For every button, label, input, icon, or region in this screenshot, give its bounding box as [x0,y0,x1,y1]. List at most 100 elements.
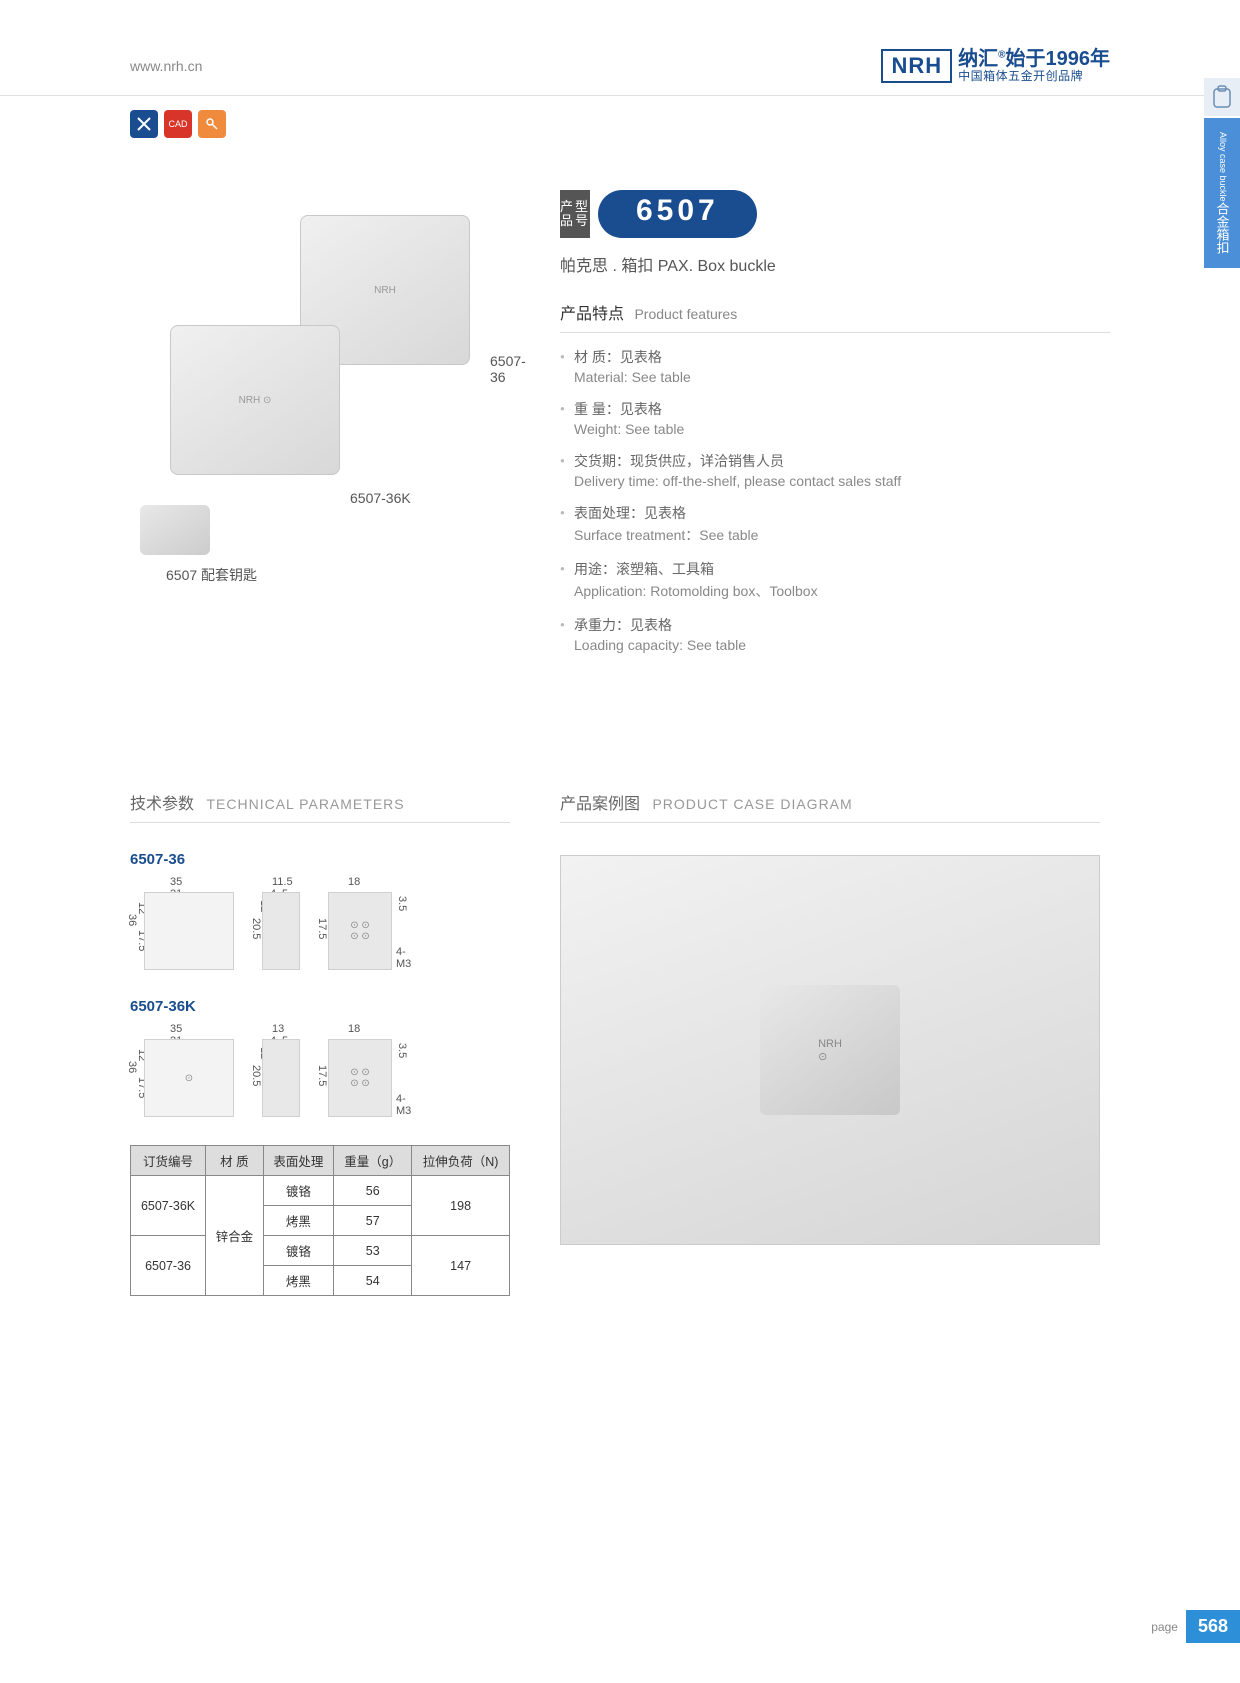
product-image-6507-36k: NRH ⊙ [170,325,340,475]
drawing-2a-wrap: 35 21 36 12 17.5 ⊙ [130,1025,234,1117]
dim-label: 20.5 [250,1065,262,1086]
features-title-cn: 产品特点 [560,306,624,323]
dim-label: 36 [126,1061,138,1073]
feature-cn: 承重力：见表格 [574,615,1110,635]
model-number: 6507 [598,190,757,238]
features-title-en: Product features [634,306,737,322]
drawing-front-k: ⊙ [144,1039,234,1117]
dim-label: 3.5 [396,896,408,911]
dim-label: 3.5 [396,1043,408,1058]
dim-label: 35 [170,1023,182,1035]
spec-table: 订货编号 材 质 表面处理 重量（g） 拉伸负荷（N) 6507-36K 锌合金… [130,1145,510,1296]
brand-since: 始于1996年 [1006,48,1111,70]
feature-cn: 重 量：见表格 [574,399,1110,419]
product-header: 产品 型号 6507 帕克思 . 箱扣 PAX. Box buckle [560,190,776,276]
table-cell: 烤黑 [263,1266,334,1296]
feature-en: Loading capacity: See table [574,637,1110,653]
page-footer: page 568 [1151,1610,1240,1643]
feature-item: 材 质：见表格 Material: See table [560,347,1110,385]
variant-label-2: 6507-36K [130,998,510,1015]
page-number: 568 [1186,1610,1240,1643]
brand-cn-line: 纳汇®始于1996年 [958,48,1110,70]
model-subtitle: 帕克思 . 箱扣 PAX. Box buckle [560,252,776,276]
feature-cn: 交货期：现货供应，详洽销售人员 [574,451,1110,471]
case-buckle-graphic: NRH⊙ [760,985,900,1115]
drawing-1b-wrap: 11.5 4 5 20.5 12 [252,878,300,970]
tech-title-cn: 技术参数 [130,796,194,813]
feature-cn: 用途：滚塑箱、工具箱 [574,559,1110,579]
dim-label: 4-M3 [396,946,411,970]
product-image-area: NRH NRH ⊙ 6507-36 6507-36K 6507 配套钥匙 [130,205,510,565]
case-title: 产品案例图 PRODUCT CASE DIAGRAM [560,790,1100,823]
dim-label: 18 [348,1023,360,1035]
drawing-row-1: 35 21 36 12 17.5 11.5 4 5 20.5 12 18 17.… [130,878,510,970]
tech-title-en: TECHNICAL PARAMETERS [206,796,404,812]
side-tab-en: Alloy case buckle [1218,132,1228,202]
table-cell: 147 [412,1236,510,1296]
side-category-icon [1204,78,1240,116]
tool-icons-row: CAD [130,110,226,138]
case-title-cn: 产品案例图 [560,796,640,813]
table-header: 重量（g） [334,1146,412,1176]
drawing-1c-wrap: 18 17.5 3.5 4-M3 ⊙ ⊙⊙ ⊙ [318,878,392,970]
feature-item: 表面处理：见表格Surface treatment：See table [560,503,1110,545]
drawing-row-2: 35 21 36 12 17.5 ⊙ 13 4 5 20.5 12 18 17.… [130,1025,510,1117]
technical-section: 技术参数 TECHNICAL PARAMETERS 6507-36 35 21 … [130,790,510,1296]
drawing-side [262,892,300,970]
drawing-side-k [262,1039,300,1117]
dim-label: 18 [348,876,360,888]
side-tab-cn: 合金箱扣 [1213,202,1232,254]
table-header: 拉伸负荷（N) [412,1146,510,1176]
case-section: 产品案例图 PRODUCT CASE DIAGRAM NRH⊙ [560,790,1100,1245]
model-row: 产品 型号 6507 [560,190,776,238]
drawing-2b-wrap: 13 4 5 20.5 12 [252,1025,300,1117]
table-cell: 镀铬 [263,1236,334,1266]
table-header: 材 质 [206,1146,263,1176]
dim-label: 20.5 [250,918,262,939]
dim-label: 36 [126,914,138,926]
case-title-en: PRODUCT CASE DIAGRAM [652,796,852,812]
variant-label-1: 6507-36 [130,851,510,868]
tool-icon-cross [130,110,158,138]
feature-en: Application: Rotomolding box、Toolbox [574,581,1110,601]
page-header: www.nrh.cn NRH 纳汇®始于1996年 中国箱体五金开创品牌 [0,48,1240,96]
features-section: 产品特点 Product features 材 质：见表格 Material: S… [560,300,1110,667]
feature-cn: 表面处理：见表格 [574,503,1110,523]
site-url: www.nrh.cn [130,58,202,74]
tool-icon-cad: CAD [164,110,192,138]
image-label-1: 6507-36 [490,353,526,385]
drawing-back-k: ⊙ ⊙⊙ ⊙ [328,1039,392,1117]
drawing-back: ⊙ ⊙⊙ ⊙ [328,892,392,970]
dim-label: 17.5 [316,918,328,939]
table-cell: 57 [334,1206,412,1236]
page-label: page [1151,1620,1178,1634]
model-label-badge: 产品 型号 [560,190,590,238]
feature-en: Material: See table [574,369,1110,385]
dim-label: 11.5 [272,876,293,888]
feature-item: 承重力：见表格 Loading capacity: See table [560,615,1110,653]
brand-name-cn: 纳汇 [958,48,998,70]
dim-label: 35 [170,876,182,888]
image-label-2: 6507-36K [350,490,411,506]
table-row: 6507-36 镀铬 53 147 [131,1236,510,1266]
table-header: 表面处理 [263,1146,334,1176]
table-cell: 镀铬 [263,1176,334,1206]
feature-cn: 材 质：见表格 [574,347,1110,367]
tech-title: 技术参数 TECHNICAL PARAMETERS [130,790,510,823]
table-header: 订货编号 [131,1146,206,1176]
brand-logo: NRH [881,49,952,83]
feature-item: 重 量：见表格Weight: See table [560,399,1110,437]
dim-label: 17.5 [316,1065,328,1086]
table-cell: 锌合金 [206,1176,263,1296]
table-header-row: 订货编号 材 质 表面处理 重量（g） 拉伸负荷（N) [131,1146,510,1176]
table-cell: 烤黑 [263,1206,334,1236]
table-cell: 56 [334,1176,412,1206]
dim-label: 4-M3 [396,1093,411,1117]
feature-en: Delivery time: off-the-shelf, please con… [574,473,1110,489]
brand-text: 纳汇®始于1996年 中国箱体五金开创品牌 [958,48,1110,83]
table-row: 6507-36K 锌合金 镀铬 56 198 [131,1176,510,1206]
table-cell: 53 [334,1236,412,1266]
dim-label: 13 [272,1023,284,1035]
feature-en: Surface treatment：See table [574,525,1110,545]
key-image-label: 6507 配套钥匙 [166,565,257,585]
